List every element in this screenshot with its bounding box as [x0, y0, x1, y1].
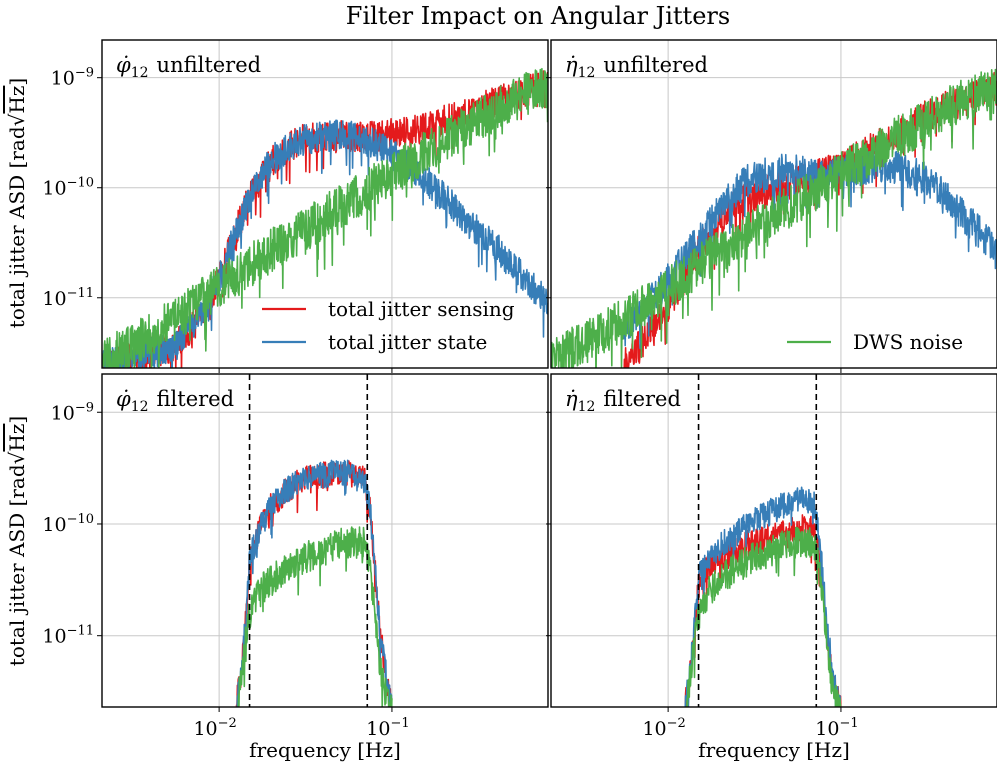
x-tick-exponent: −1	[839, 716, 858, 731]
panel-label: φ̇12 filtered	[116, 387, 234, 415]
y-axis-label-bracket-close: ]	[5, 78, 29, 86]
x-tick-exponent: −2	[667, 716, 686, 731]
series-line-dws-noise	[237, 526, 393, 707]
y-tick-label: 10−10	[42, 512, 94, 536]
x-tick-base: 10	[815, 718, 839, 740]
y-tick-exponent: −11	[67, 624, 94, 639]
series-line-total-jitter-sensing	[684, 514, 842, 707]
y-tick-base: 10	[42, 178, 66, 200]
x-tick-exponent: −1	[390, 716, 409, 731]
panel-label: η̇12 unfiltered	[565, 53, 708, 81]
y-tick-label: 10−9	[51, 66, 94, 90]
y-axis-label-unit-hz: Hz	[5, 86, 29, 114]
y-tick-exponent: −10	[67, 512, 94, 527]
panel-label-symbol: η̇	[565, 53, 578, 77]
panel-frame	[101, 39, 549, 369]
x-axis-label-right: frequency [Hz]	[698, 738, 850, 762]
y-tick-exponent: −9	[75, 66, 94, 81]
y-tick-exponent: −9	[75, 400, 94, 415]
x-tick-base: 10	[193, 718, 217, 740]
panel-frame	[550, 39, 997, 369]
y-tick-label: 10−10	[42, 176, 94, 200]
chart-title: Filter Impact on Angular Jitters	[346, 2, 730, 30]
y-axis-label-text: total jitter ASD	[5, 506, 29, 666]
x-tick-label: 10−2	[642, 716, 685, 740]
panel-label-subscript: 12	[578, 399, 596, 415]
series-group	[102, 67, 548, 368]
panel-label: φ̇12 unfiltered	[116, 53, 261, 81]
x-tick-base: 10	[642, 718, 666, 740]
panel-label-subscript: 12	[578, 65, 596, 81]
panel-label-text: filtered	[603, 387, 681, 411]
y-tick-exponent: −10	[67, 176, 94, 191]
y-axis-label-top: total jitter ASD [rad√Hz]	[5, 78, 29, 328]
series-group	[235, 459, 393, 707]
y-tick-base: 10	[42, 288, 66, 310]
series-group	[684, 486, 842, 707]
series-line-dws-noise	[686, 526, 842, 707]
series-line-dws-noise	[102, 67, 548, 368]
panel-label-symbol: η̇	[565, 387, 578, 411]
x-tick-base: 10	[366, 718, 390, 740]
y-axis-label-unit-rad: rad	[5, 464, 29, 498]
legend-entry: total jitter state	[328, 330, 487, 354]
panel-label-text: unfiltered	[157, 53, 262, 77]
x-tick-exponent: −2	[218, 716, 237, 731]
y-tick-base: 10	[42, 514, 66, 536]
y-axis-label-unit-hz: Hz	[5, 424, 29, 452]
y-axis-label-unit-rad: rad	[5, 126, 29, 160]
panel-eta-unfiltered: η̇12 unfiltered DWS noise	[546, 39, 997, 373]
series-group	[551, 68, 997, 368]
series-line-dws-noise	[551, 68, 997, 368]
panel-label-subscript: 12	[131, 399, 149, 415]
panel-frame	[101, 373, 549, 708]
x-tick-label: 10−1	[366, 716, 409, 740]
panel-frame	[550, 373, 997, 708]
series-line-total-jitter-state	[102, 119, 548, 368]
y-axis-label-bracket-open: [	[5, 499, 29, 507]
y-axis-label-sqrt: √	[5, 451, 29, 464]
panel-label-text: filtered	[157, 387, 235, 411]
y-axis-label-sqrt: √	[5, 113, 29, 126]
y-tick-base: 10	[51, 402, 75, 424]
y-axis-label-bracket-open: [	[5, 161, 29, 169]
legend-entry: total jitter sensing	[328, 297, 515, 321]
series-line-total-jitter-state	[236, 459, 393, 707]
panel-label-symbol: φ̇	[116, 53, 131, 77]
x-tick-label: 10−1	[815, 716, 858, 740]
y-axis-label-bottom: total jitter ASD [rad√Hz]	[5, 416, 29, 666]
legend-entry: DWS noise	[853, 330, 963, 354]
x-tick-label: 10−2	[193, 716, 236, 740]
panel-label: η̇12 filtered	[565, 387, 681, 415]
panel-eta-filtered: 10−2 10−1η̇12 filtered	[546, 373, 997, 740]
y-axis-label-bracket-close: ]	[5, 416, 29, 424]
x-axis-label-left: frequency [Hz]	[249, 738, 401, 762]
y-tick-label: 10−9	[51, 400, 94, 424]
y-tick-label: 10−11	[42, 624, 94, 648]
y-tick-base: 10	[42, 626, 66, 648]
y-tick-label: 10−11	[42, 286, 94, 310]
panel-label-text: unfiltered	[603, 53, 708, 77]
y-axis-label-text: total jitter ASD	[5, 168, 29, 328]
panel-label-symbol: φ̇	[116, 387, 131, 411]
panel-label-subscript: 12	[131, 65, 149, 81]
y-tick-exponent: −11	[67, 286, 94, 301]
series-line-total-jitter-state	[684, 486, 842, 707]
y-tick-base: 10	[51, 68, 75, 90]
